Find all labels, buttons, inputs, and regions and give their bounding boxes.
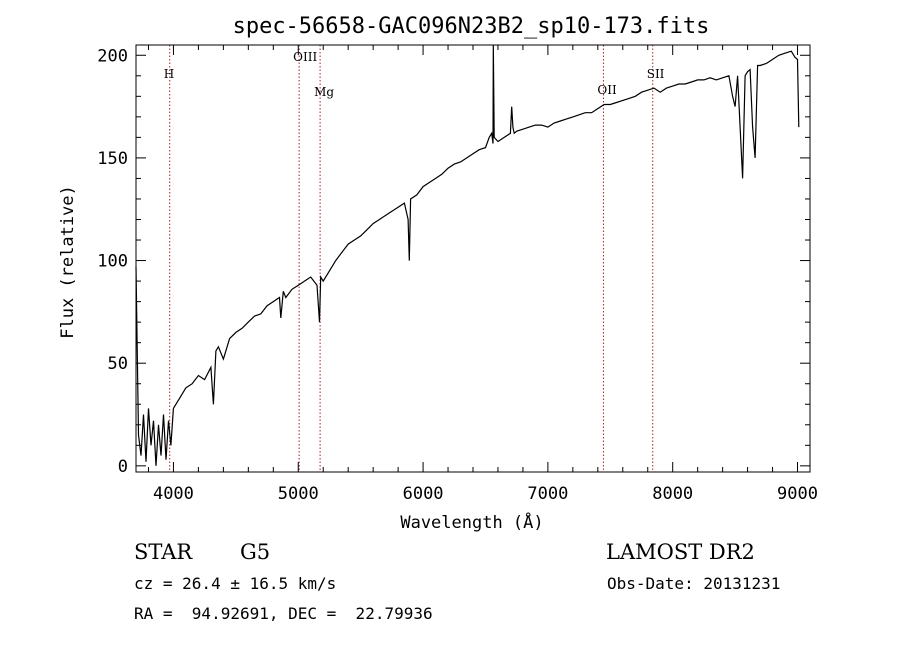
marker-label-h: H <box>164 67 174 81</box>
chart-title: spec-56658-GAC096N23B2_sp10-173.fits <box>233 14 710 39</box>
object-subclass: G5 <box>240 540 271 564</box>
x-tick-label: 6000 <box>403 484 444 504</box>
marker-label-sii: SII <box>647 67 665 81</box>
x-tick-label: 7000 <box>527 484 568 504</box>
spectrum-line <box>135 44 800 466</box>
plot-frame <box>135 44 811 473</box>
y-tick-label: 50 <box>108 354 128 374</box>
y-tick-label: 200 <box>97 46 128 66</box>
emission-line-markers: H OIII Mg OII SII <box>164 45 665 472</box>
y-tick-label: 100 <box>97 252 128 272</box>
redshift-value: cz = 26.4 ± 16.5 km/s <box>134 574 337 593</box>
x-axis-label: Wavelength (Å) <box>400 511 543 533</box>
x-tick-label: 8000 <box>652 484 693 504</box>
y-tick-label: 150 <box>97 149 128 169</box>
marker-label-oiii: OIII <box>293 50 317 64</box>
x-tick-label: 9000 <box>777 484 818 504</box>
object-class: STAR <box>134 540 193 564</box>
survey-label: LAMOST DR2 <box>606 540 755 564</box>
y-axis-ticks: 0 50 100 150 200 <box>97 46 810 477</box>
observation-date: Obs-Date: 20131231 <box>607 574 781 593</box>
marker-label-mg: Mg <box>314 85 334 99</box>
y-tick-label: 0 <box>118 457 128 477</box>
coordinates: RA = 94.92691, DEC = 22.79936 <box>134 604 433 623</box>
y-axis-label: Flux (relative) <box>58 185 78 339</box>
x-tick-label: 4000 <box>153 484 194 504</box>
marker-label-oii: OII <box>597 83 617 97</box>
x-tick-label: 5000 <box>278 484 319 504</box>
x-axis-ticks: 4000 5000 6000 7000 8000 9000 <box>147 45 818 504</box>
